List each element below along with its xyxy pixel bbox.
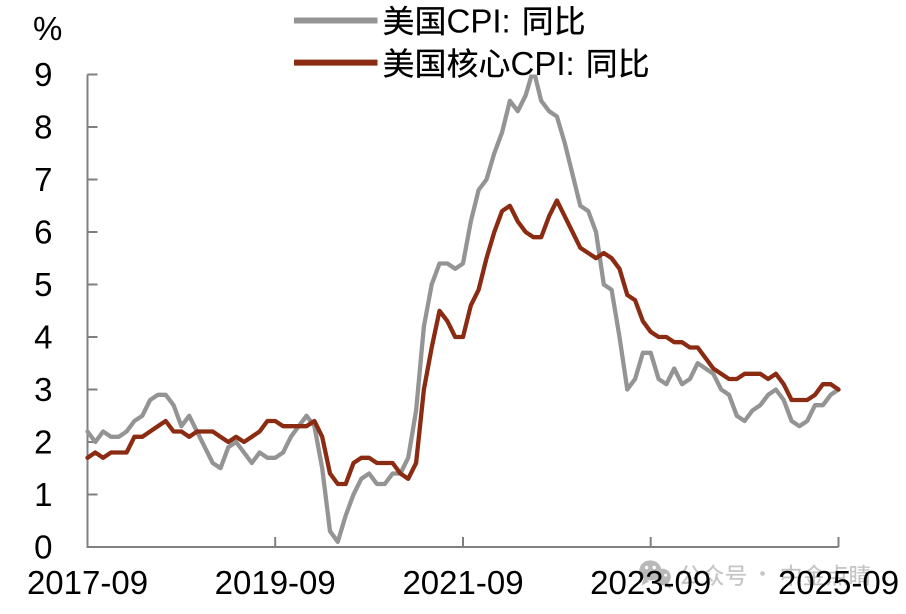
- svg-text:3: 3: [34, 371, 52, 408]
- svg-text:6: 6: [34, 214, 52, 251]
- svg-text:7: 7: [34, 161, 52, 198]
- svg-text:2019-09: 2019-09: [215, 564, 336, 601]
- svg-text:2021-09: 2021-09: [402, 564, 523, 601]
- svg-text:%: %: [33, 10, 62, 47]
- svg-text:0: 0: [34, 529, 52, 566]
- svg-text:4: 4: [34, 319, 52, 356]
- svg-text:CPI:: CPI:: [447, 3, 511, 40]
- svg-text:9: 9: [34, 56, 52, 93]
- svg-text:2025-09: 2025-09: [778, 564, 899, 601]
- svg-text:CPI:: CPI:: [511, 45, 575, 82]
- svg-text:8: 8: [34, 109, 52, 146]
- svg-text:1: 1: [34, 476, 52, 513]
- svg-text:2023-09: 2023-09: [590, 564, 711, 601]
- svg-text:2: 2: [34, 424, 52, 461]
- svg-text:2017-09: 2017-09: [27, 564, 148, 601]
- svg-text:5: 5: [34, 266, 52, 303]
